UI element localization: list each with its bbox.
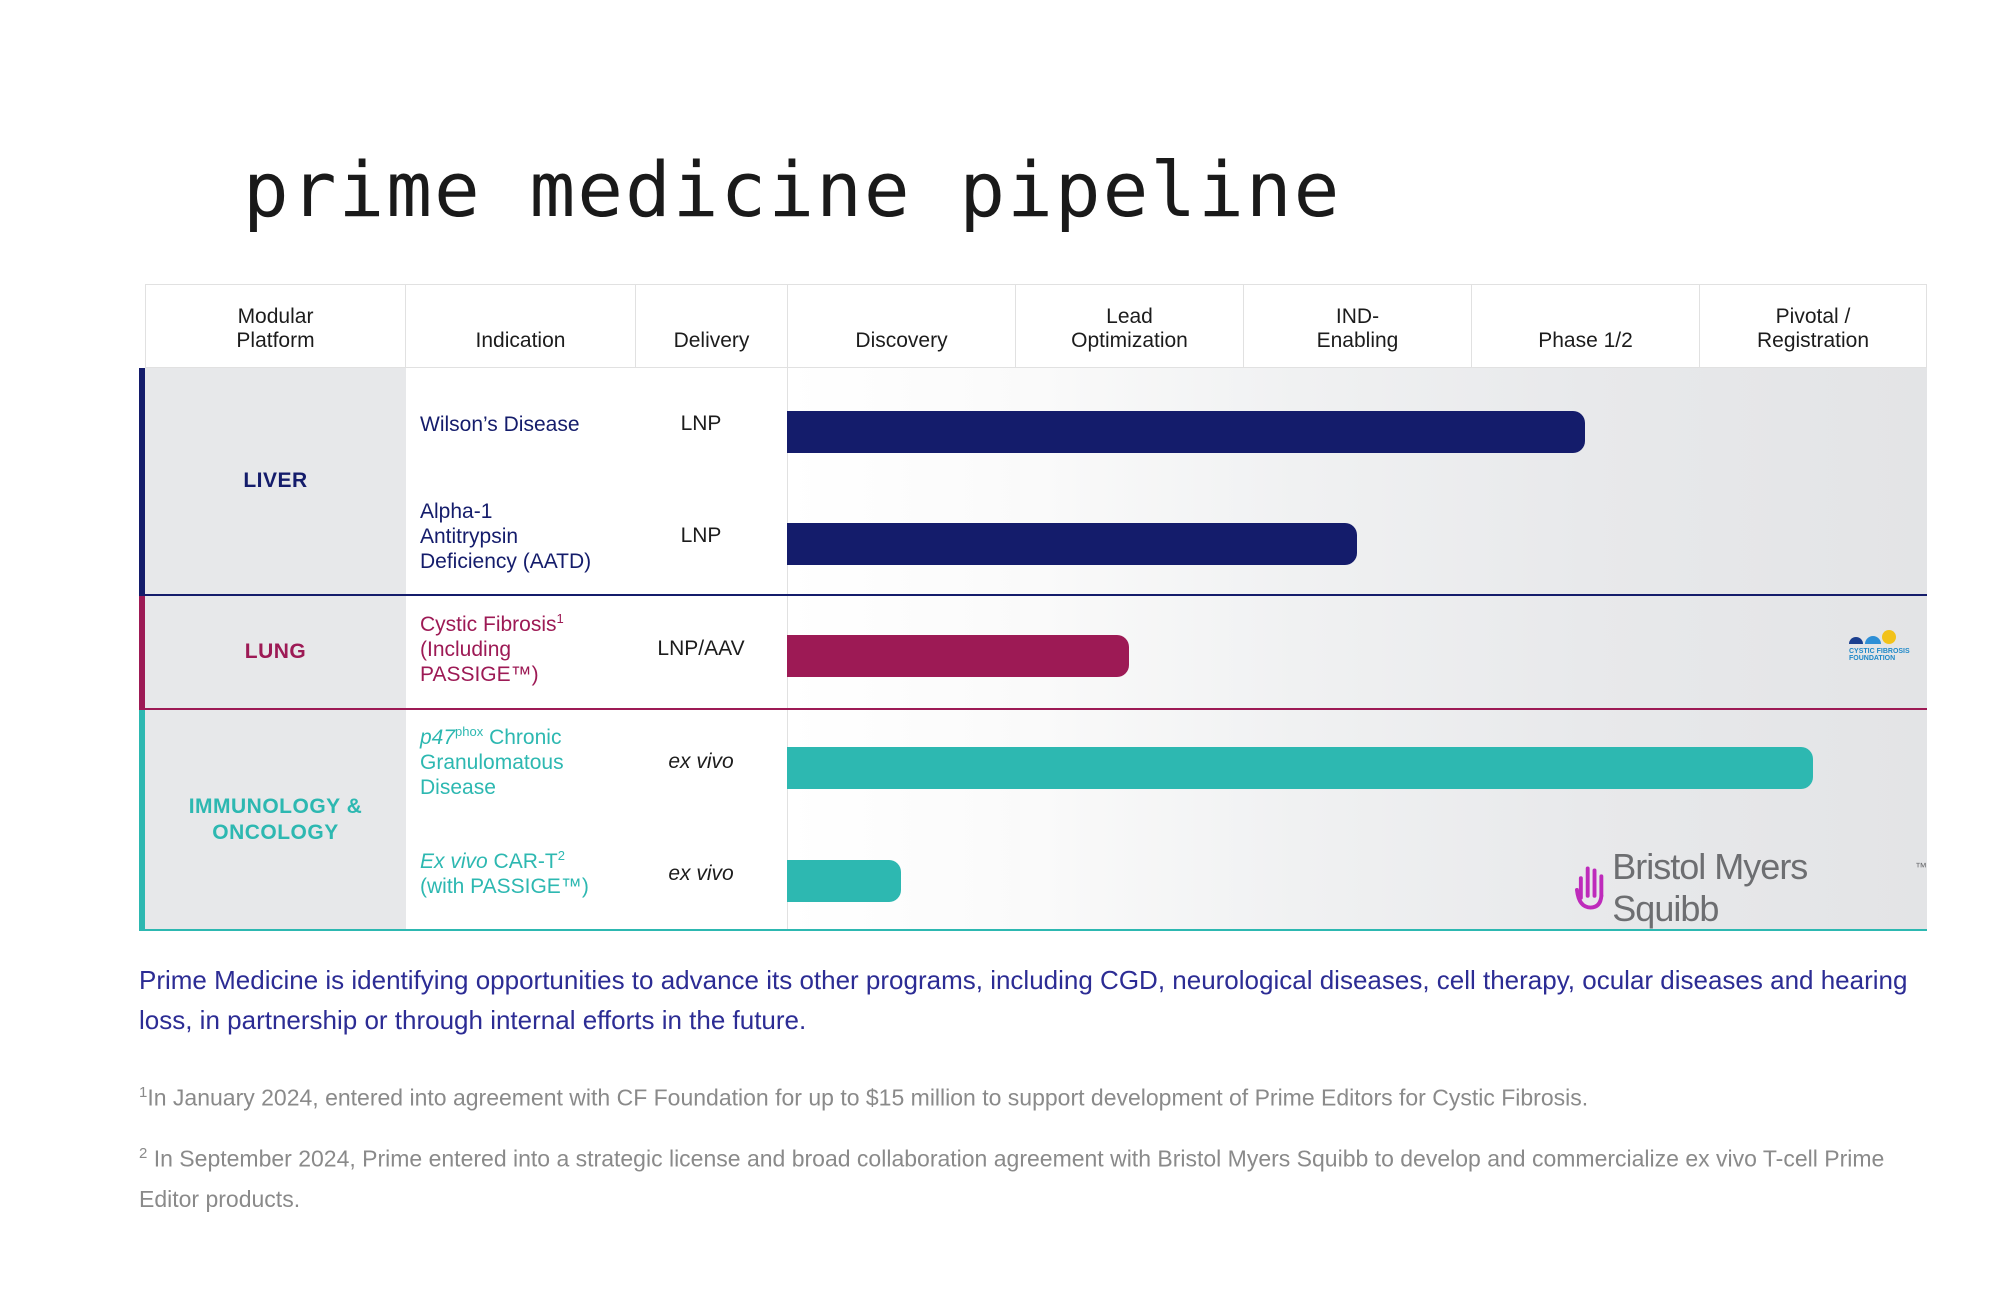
platform-liver: LIVER [145,368,406,594]
header-pivotal-registration: Pivotal / Registration [1700,284,1927,368]
pipeline-note: Prime Medicine is identifying opportunit… [139,965,1908,1035]
delivery-cgd: ex vivo [668,750,734,773]
header-delivery: Delivery [636,284,788,368]
delivery-cf: LNP/AAV [657,637,745,660]
bar-left-edge [787,860,801,902]
page-title: prime medicine pipeline [243,145,1342,234]
delivery-car-t: ex vivo [668,862,734,885]
header-indication: Indication [406,284,636,368]
header-phase-1-2: Phase 1/2 [1472,284,1700,368]
divider-liver-lung [139,594,1927,596]
bar-cystic-fibrosis-including-passige [787,635,1129,677]
indication-cgd: p47phox Chronic Granulomatous Disease [420,724,564,799]
footnote-2: 2 In September 2024, Prime entered into … [139,1145,1885,1212]
header-modular-platform: Modular Platform [145,284,406,368]
bar-left-edge [787,635,801,677]
bar-p47phox-chronic-granulomatous-disease [787,747,1813,789]
bar-alpha-1-antitrypsin-deficiency-aatd [787,523,1357,565]
liver-accent-bar [139,368,145,594]
header-discovery: Discovery [788,284,1016,368]
platform-immunology-oncology: IMMUNOLOGY & ONCOLOGY [145,710,406,929]
bar-left-edge [787,747,801,789]
lung-accent-bar [139,596,145,708]
bar-ex-vivo-car-t-with-passige [787,860,901,902]
divider-bottom [139,929,1927,931]
bar-left-edge [787,523,801,565]
indication-ex-vivo-car-t: Ex vivo CAR-T2 (with PASSIGE™) [420,848,589,898]
header-ind-enabling: IND- Enabling [1244,284,1472,368]
pipeline-table: Modular Platform Indication Delivery Disc… [139,284,1927,931]
bar-wilson-s-disease [787,411,1585,453]
cf-foundation-logo: CYSTIC FIBROSIS FOUNDATION [1847,629,1921,668]
footnote-1: 1In January 2024, entered into agreement… [139,1084,1589,1111]
delivery-aatd: LNP [680,524,722,547]
bar-left-edge [787,411,801,453]
delivery-wilsons: LNP [680,412,722,435]
svg-text:CYSTIC FIBROSIS: CYSTIC FIBROSIS [1849,648,1910,655]
indication-wilsons-disease: Wilson’s Disease [420,413,580,436]
indication-aatd: Alpha-1 Antitrypsin Deficiency (AATD) [420,500,592,573]
pipeline-bars [787,411,1813,902]
immuno-accent-bar [139,710,145,931]
bristol-myers-squibb-logo: Bristol Myers Squibb ™ [1575,846,1927,930]
svg-text:FOUNDATION: FOUNDATION [1849,655,1895,662]
platform-lung: LUNG [145,596,406,708]
header-lead-optimization: Lead Optimization [1016,284,1244,368]
indication-cystic-fibrosis: Cystic Fibrosis1 (Including PASSIGE™) [420,611,564,686]
bms-hand-icon [1575,866,1604,910]
divider-lung-immuno [139,708,1927,710]
